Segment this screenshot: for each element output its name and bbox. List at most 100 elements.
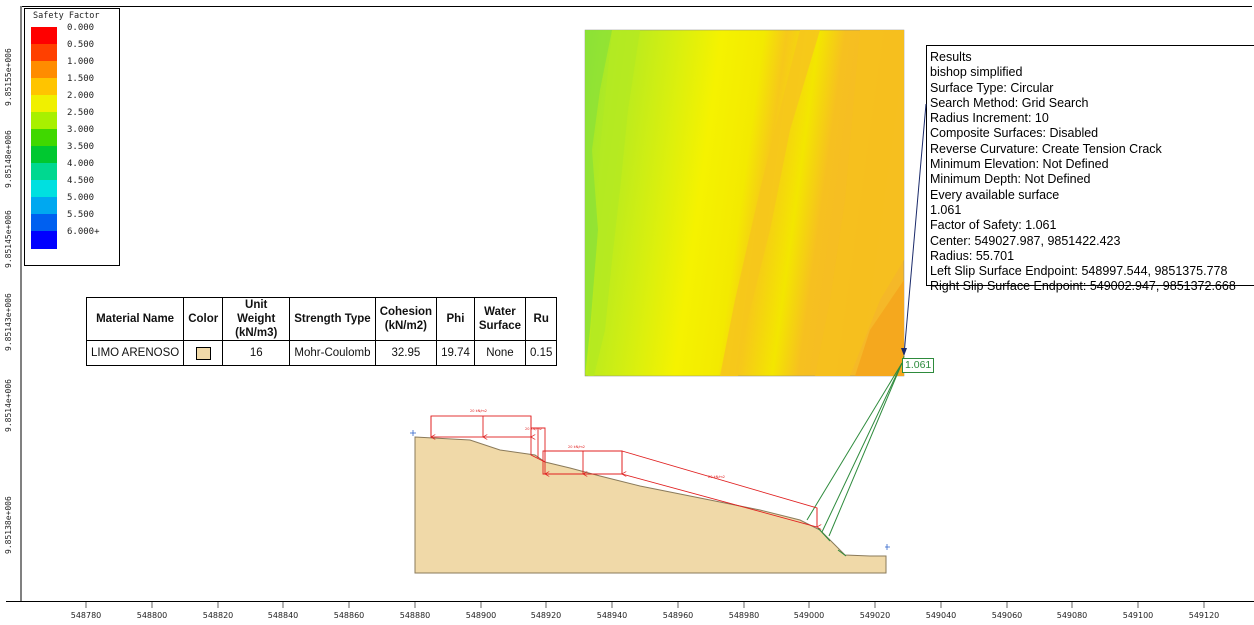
legend-swatch <box>31 78 57 95</box>
distributed-loads <box>431 415 817 527</box>
table-row[interactable]: LIMO ARENOSO 16 Mohr-Coulomb 32.95 19.74… <box>85 340 558 366</box>
y-tick-label: 9.85138e+006 <box>4 496 13 554</box>
legend-swatch <box>31 231 57 249</box>
legend-swatch <box>31 214 57 231</box>
results-line: Radius: 55.701 <box>930 248 1015 263</box>
header-color: Color <box>183 297 224 341</box>
results-info-box[interactable]: Results bishop simplified Surface Type: … <box>926 45 1254 293</box>
cell-material-name: LIMO ARENOSO <box>85 340 185 366</box>
legend-label: 5.500 <box>67 210 95 220</box>
legend-label: 0.000 <box>67 23 95 33</box>
legend-swatch <box>31 112 57 129</box>
results-line: Surface Type: Circular <box>930 80 1054 95</box>
results-line: Minimum Depth: Not Defined <box>930 172 1091 187</box>
y-tick-label: 9.8514e+006 <box>4 379 13 432</box>
legend-swatch <box>31 27 57 44</box>
legend-swatch <box>31 95 57 112</box>
legend-label: 5.000 <box>67 193 95 203</box>
x-tick-label: 548960 <box>662 611 694 620</box>
load-labels: 20 kN/m2 20 kN/m2 20 kN/m2 20 kN/m2 <box>470 409 725 479</box>
results-line: Factor of Safety: 1.061 <box>930 218 1057 233</box>
x-tick-label: 549080 <box>1056 611 1088 620</box>
legend-swatch <box>31 129 57 146</box>
legend-label: 3.000 <box>67 125 95 135</box>
x-tick-label: 548940 <box>596 611 628 620</box>
x-tick-label: 549100 <box>1122 611 1154 620</box>
legend-title: Safety Factor <box>33 11 100 21</box>
x-tick-label: 549000 <box>793 611 825 620</box>
results-line: Composite Surfaces: Disabled <box>930 126 1099 141</box>
header-cohesion: Cohesion (kN/m2) <box>374 297 438 341</box>
y-tick-label: 9.85143e+006 <box>4 293 13 351</box>
cell-phi: 19.74 <box>436 340 475 366</box>
results-line: Every available surface <box>930 187 1060 202</box>
cell-strength-type: Mohr-Coulomb <box>289 340 376 366</box>
x-tick-label: 548820 <box>202 611 234 620</box>
results-line: Reverse Curvature: Create Tension Crack <box>930 141 1162 156</box>
header-unit-weight: Unit Weight (kN/m3) <box>222 297 291 341</box>
x-tick-label: 548860 <box>333 611 365 620</box>
results-line: bishop simplified <box>930 65 1023 80</box>
x-tick-label: 549040 <box>925 611 957 620</box>
slip-surface-lines <box>806 355 905 537</box>
x-tick-label: 548900 <box>465 611 497 620</box>
y-tick-label: 9.85148e+006 <box>4 130 13 188</box>
material-properties-table[interactable]: Material Name Color Unit Weight (kN/m3) … <box>85 297 558 366</box>
cell-water-surface: None <box>473 340 527 366</box>
results-line: Left Slip Surface Endpoint: 548997.544, … <box>930 264 1228 279</box>
header-phi: Phi <box>436 297 475 341</box>
legend-label: 3.500 <box>67 142 95 152</box>
critical-factor-of-safety-label[interactable]: 1.061 <box>902 358 935 373</box>
table-header-row: Material Name Color Unit Weight (kN/m3) … <box>85 297 558 341</box>
header-ru: Ru <box>525 297 558 341</box>
results-line: Right Slip Surface Endpoint: 549002.947,… <box>930 279 1236 294</box>
legend-swatch <box>31 163 57 180</box>
legend-label: 4.000 <box>67 159 95 169</box>
results-line: Search Method: Grid Search <box>930 95 1089 110</box>
boundary-markers <box>410 430 890 550</box>
legend-label: 0.500 <box>67 40 95 50</box>
x-tick-label: 549120 <box>1188 611 1220 620</box>
y-axis-ruler: 9.85155e+006 9.85148e+006 9.85145e+006 9… <box>0 6 22 601</box>
cell-color <box>183 340 224 366</box>
header-water-surface: Water Surface <box>473 297 527 341</box>
cell-cohesion: 32.95 <box>374 340 438 366</box>
header-material-name: Material Name <box>85 297 185 341</box>
results-title: Results <box>930 50 972 64</box>
legend-label: 1.000 <box>67 57 95 67</box>
legend-swatch <box>31 180 57 197</box>
x-tick-label: 548800 <box>136 611 168 620</box>
material-color-swatch <box>195 346 211 360</box>
svg-text:20 kN/m2: 20 kN/m2 <box>708 475 725 479</box>
results-line: Radius Increment: 10 <box>930 111 1049 126</box>
x-tick-label: 548980 <box>728 611 760 620</box>
header-strength-type: Strength Type <box>289 297 376 341</box>
y-tick-label: 9.85145e+006 <box>4 210 13 268</box>
svg-text:20 kN/m2: 20 kN/m2 <box>470 409 487 413</box>
results-line: 1.061 <box>930 202 962 217</box>
results-line: Minimum Elevation: Not Defined <box>930 157 1109 172</box>
svg-text:20 kN/m2: 20 kN/m2 <box>568 445 585 449</box>
cell-ru: 0.15 <box>525 340 558 366</box>
x-axis-ruler: 548780 548800 548820 548840 548860 54888… <box>6 601 1254 625</box>
legend-swatch <box>31 44 57 61</box>
legend-label: 4.500 <box>67 176 95 186</box>
svg-text:20 kN/m2: 20 kN/m2 <box>525 427 542 431</box>
x-tick-label: 548840 <box>267 611 299 620</box>
legend-swatch <box>31 146 57 163</box>
safety-factor-legend[interactable]: Safety Factor 0.000 0.500 1.000 1.500 2.… <box>24 8 120 266</box>
results-line: Center: 549027.987, 9851422.423 <box>930 233 1121 248</box>
legend-label: 1.500 <box>67 74 95 84</box>
legend-label: 6.000+ <box>67 227 100 237</box>
x-tick-label: 548920 <box>530 611 562 620</box>
search-grid-contour <box>584 29 905 377</box>
cell-unit-weight: 16 <box>222 340 291 366</box>
x-tick-label: 548880 <box>399 611 431 620</box>
legend-swatch <box>31 61 57 78</box>
x-tick-label: 548780 <box>70 611 102 620</box>
legend-label: 2.500 <box>67 108 95 118</box>
x-tick-label: 549060 <box>991 611 1023 620</box>
y-tick-label: 9.85155e+006 <box>4 48 13 106</box>
